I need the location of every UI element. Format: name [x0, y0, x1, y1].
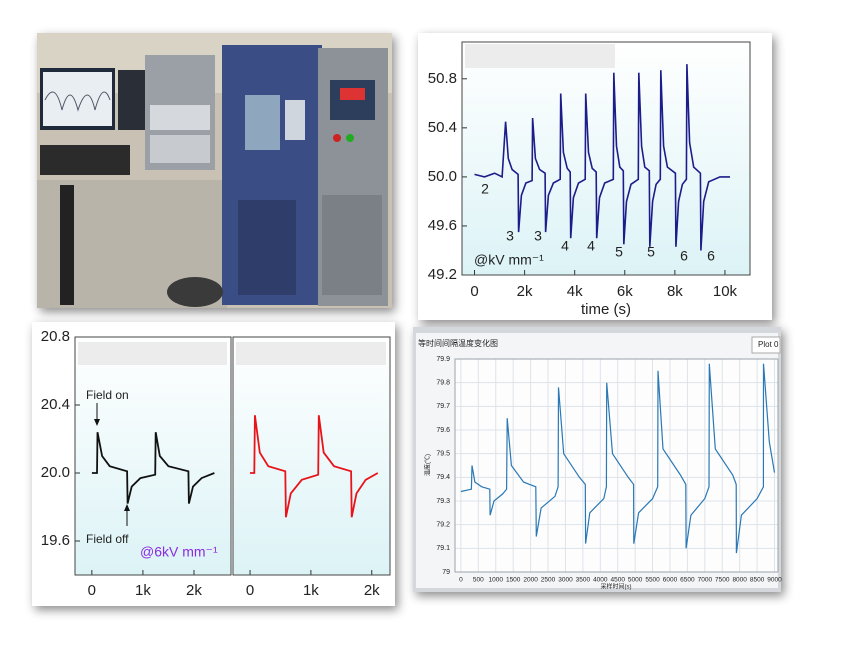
x-tick-label: 7500: [715, 577, 730, 584]
plot-frame: [74, 336, 232, 576]
annotation: @6kV mm⁻¹: [140, 544, 218, 560]
annotation: 4: [587, 238, 595, 254]
y-axis-label: 温度(℃): [424, 454, 432, 476]
x-tick-label: 1k: [135, 582, 151, 599]
x-axis-label: time (s): [581, 301, 631, 318]
y-tick-label: 79.9: [436, 356, 450, 363]
plot-frame: [461, 41, 751, 276]
x-tick-label: 9000: [767, 577, 782, 584]
x-tick-label: 0: [459, 577, 463, 584]
x-tick-label: 6500: [680, 577, 695, 584]
x-axis-label: 采样时间(s): [601, 583, 632, 591]
panel-label: Plot 0: [758, 340, 779, 349]
annotation: 6: [680, 248, 688, 264]
data-line: [91, 432, 215, 504]
annotation: Field on: [86, 388, 129, 402]
annotation: 5: [647, 244, 655, 260]
y-tick-label: 49.2: [428, 266, 457, 283]
x-tick-label: 3500: [576, 577, 591, 584]
y-tick-label: 19.6: [41, 532, 70, 549]
y-tick-label: 79.8: [436, 380, 450, 387]
x-tick-label: 5000: [628, 577, 643, 584]
y-tick-label: 20.4: [41, 396, 70, 413]
plot-area: [454, 358, 779, 573]
x-tick-label: 6000: [663, 577, 678, 584]
annotation: 6: [707, 248, 715, 264]
y-tick-label: 50.0: [428, 168, 457, 185]
annotation: 4: [561, 238, 569, 254]
x-tick-label: 6k: [617, 283, 633, 300]
redaction: [236, 342, 386, 365]
y-tick-label: 50.8: [428, 70, 457, 87]
annotation: @kV mm⁻¹: [474, 252, 544, 268]
plot-frame: [232, 336, 391, 576]
plot-area: [232, 336, 391, 576]
y-tick-label: 79.5: [436, 451, 450, 458]
y-tick-label: 79: [442, 569, 450, 576]
x-tick-label: 5500: [645, 577, 660, 584]
x-tick-label: 8000: [732, 577, 747, 584]
x-tick-label: 8k: [667, 283, 683, 300]
x-tick-label: 2k: [186, 582, 202, 599]
y-tick-label: 79.7: [436, 403, 450, 410]
y-tick-label: 79.3: [436, 498, 450, 505]
x-tick-label: 0: [470, 283, 478, 300]
x-tick-label: 2000: [523, 577, 538, 584]
chart-title: 等时间间隔温度变化图: [418, 338, 498, 348]
y-tick-label: 50.4: [428, 119, 457, 136]
x-tick-label: 4500: [610, 577, 625, 584]
x-tick-label: 3000: [558, 577, 573, 584]
arrow-head: [94, 419, 100, 426]
annotation: 3: [506, 228, 514, 244]
x-tick-label: 10k: [713, 283, 738, 300]
x-tick-label: 1000: [489, 577, 504, 584]
x-tick-label: 1k: [303, 582, 319, 599]
x-tick-label: 8500: [750, 577, 765, 584]
y-tick-label: 79.6: [436, 427, 450, 434]
annotation: Field off: [86, 532, 129, 546]
x-tick-label: 2500: [541, 577, 556, 584]
data-line: [474, 64, 730, 251]
y-tick-label: 79.2: [436, 522, 450, 529]
data-line: [250, 415, 379, 518]
y-tick-label: 20.8: [41, 328, 70, 345]
x-tick-label: 0: [246, 582, 254, 599]
x-tick-label: 2k: [364, 582, 380, 599]
plot-button[interactable]: [751, 336, 781, 354]
lab-photo: [37, 33, 392, 308]
x-tick-label: 2k: [517, 283, 533, 300]
y-tick-label: 79.1: [436, 545, 450, 552]
data-line: [460, 363, 776, 554]
annotation: 2: [481, 181, 489, 197]
x-tick-label: 1500: [506, 577, 521, 584]
redaction: [78, 342, 227, 365]
x-tick-label: 0: [88, 582, 96, 599]
annotation: 5: [615, 244, 623, 260]
x-tick-label: 7000: [698, 577, 713, 584]
redaction: [465, 44, 615, 68]
y-tick-label: 79.4: [436, 474, 450, 481]
y-tick-label: 49.6: [428, 217, 457, 234]
x-tick-label: 4000: [593, 577, 608, 584]
arrow-head: [124, 504, 130, 511]
plot-frame: [454, 358, 779, 573]
x-tick-label: 4k: [567, 283, 583, 300]
y-tick-label: 20.0: [41, 464, 70, 481]
x-tick-label: 500: [473, 577, 484, 584]
annotation: 3: [534, 228, 542, 244]
